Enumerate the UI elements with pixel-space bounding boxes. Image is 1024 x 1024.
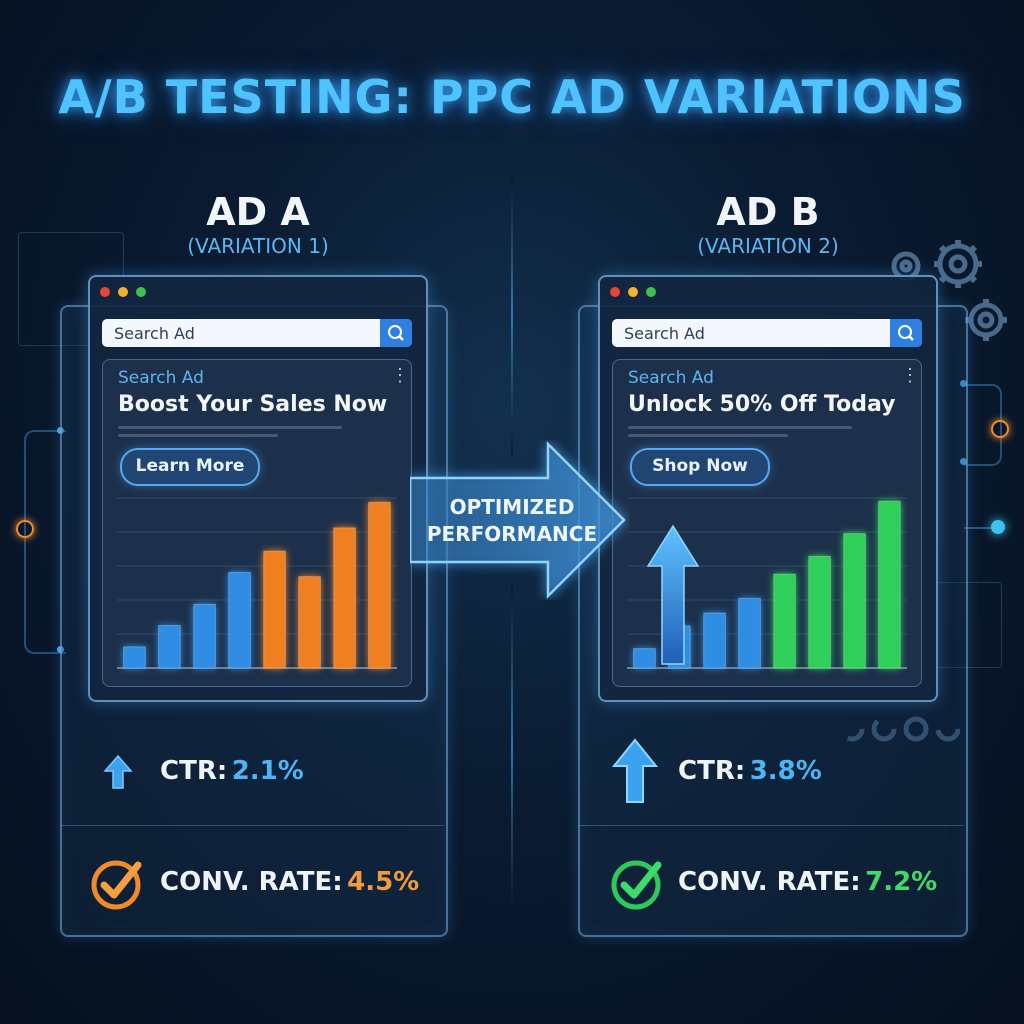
ad-a-conversion-rate: CONV. RATE: 4.5%	[160, 867, 419, 897]
text-placeholder-line	[118, 434, 278, 437]
ad-b-browser-window: Search Ad Search Ad ⋮ Unlock 50% Off Tod…	[598, 275, 938, 702]
conv-value: 7.2%	[865, 867, 938, 897]
chart-bar-8	[368, 501, 391, 669]
center-divider-top	[511, 175, 513, 455]
text-placeholder-line	[118, 426, 342, 429]
optimized-arrow	[410, 440, 626, 600]
chart-bar-1	[633, 648, 656, 669]
ctr-up-arrow-icon	[612, 738, 658, 803]
ctr-value: 2.1%	[231, 756, 304, 786]
ad-a-title: AD A	[206, 190, 310, 234]
growth-arrow-icon	[646, 524, 700, 665]
search-placeholder: Search Ad	[114, 324, 195, 343]
more-options-icon[interactable]: ⋮	[391, 365, 409, 385]
learn-more-button[interactable]: Learn More	[120, 448, 260, 486]
circuit-right-line	[964, 527, 994, 529]
search-placeholder: Search Ad	[624, 324, 705, 343]
maximize-dot-icon[interactable]	[646, 287, 656, 297]
search-button[interactable]	[380, 319, 412, 347]
more-options-icon[interactable]: ⋮	[901, 365, 919, 385]
ad-b-ctr: CTR: 3.8%	[678, 756, 822, 786]
conv-value: 4.5%	[347, 867, 420, 897]
ad-a-ctr: CTR: 2.1%	[160, 756, 304, 786]
chart-bar-4	[228, 571, 251, 669]
chart-bar-4	[738, 597, 761, 669]
ctr-up-arrow-icon	[103, 754, 133, 789]
text-placeholder-line	[628, 426, 852, 429]
ad-b-subtitle: (VARIATION 2)	[697, 234, 839, 258]
conversion-check-icon	[91, 860, 142, 910]
shop-now-button[interactable]: Shop Now	[630, 448, 770, 486]
ad-a-bar-chart	[117, 497, 397, 669]
search-icon	[388, 325, 404, 341]
chart-bar-6	[298, 576, 321, 669]
circuit-dot-right	[991, 520, 1005, 534]
circuit-node	[960, 458, 967, 465]
chart-bar-6	[808, 555, 831, 669]
ad-label: Search Ad	[628, 368, 714, 388]
loading-indicators	[839, 716, 960, 742]
ad-label: Search Ad	[118, 368, 204, 388]
chart-bar-7	[843, 533, 866, 669]
text-placeholder-line	[628, 434, 788, 437]
close-dot-icon[interactable]	[610, 287, 620, 297]
chart-bar-3	[703, 612, 726, 669]
minimize-dot-icon[interactable]	[628, 287, 638, 297]
chart-bar-3	[193, 603, 216, 669]
ctr-label: CTR:	[678, 756, 746, 786]
ctr-value: 3.8%	[749, 756, 822, 786]
ad-b-title: AD B	[716, 190, 820, 234]
ad-a-search-input[interactable]: Search Ad	[102, 319, 412, 347]
circuit-node	[960, 380, 967, 387]
chart-bar-2	[158, 625, 181, 669]
ad-b-conversion-rate: CONV. RATE: 7.2%	[678, 867, 937, 897]
chart-bar-1	[123, 646, 146, 669]
maximize-dot-icon[interactable]	[136, 287, 146, 297]
chart-bar-5	[773, 573, 796, 669]
conv-label: CONV. RATE:	[678, 867, 861, 897]
page-title: A/B TESTING: PPC AD VARIATIONS	[58, 70, 966, 124]
arrow-label: OPTIMIZED PERFORMANCE	[426, 495, 598, 546]
ad-b-search-input[interactable]: Search Ad	[612, 319, 922, 347]
ad-headline: Boost Your Sales Now	[118, 392, 388, 417]
chart-bar-5	[263, 550, 286, 669]
minimize-dot-icon[interactable]	[118, 287, 128, 297]
ad-headline: Unlock 50% Off Today	[628, 392, 896, 417]
ctr-label: CTR:	[160, 756, 228, 786]
search-icon	[898, 325, 914, 341]
center-divider-bottom	[511, 585, 513, 905]
circuit-left	[24, 430, 66, 654]
circuit-ring-left	[16, 520, 34, 538]
chart-bar-8	[878, 500, 901, 669]
close-dot-icon[interactable]	[100, 287, 110, 297]
circuit-ring-right	[991, 420, 1009, 438]
chart-bar-7	[333, 527, 356, 669]
conv-label: CONV. RATE:	[160, 867, 343, 897]
metric-separator	[578, 825, 964, 826]
ad-a-browser-window: Search Ad Search Ad ⋮ Boost Your Sales N…	[88, 275, 428, 702]
ad-a-subtitle: (VARIATION 1)	[187, 234, 329, 258]
ad-a-ad-card[interactable]: Search Ad ⋮ Boost Your Sales Now Learn M…	[102, 359, 412, 687]
conversion-check-icon	[611, 860, 662, 910]
search-button[interactable]	[890, 319, 922, 347]
metric-separator	[60, 825, 444, 826]
